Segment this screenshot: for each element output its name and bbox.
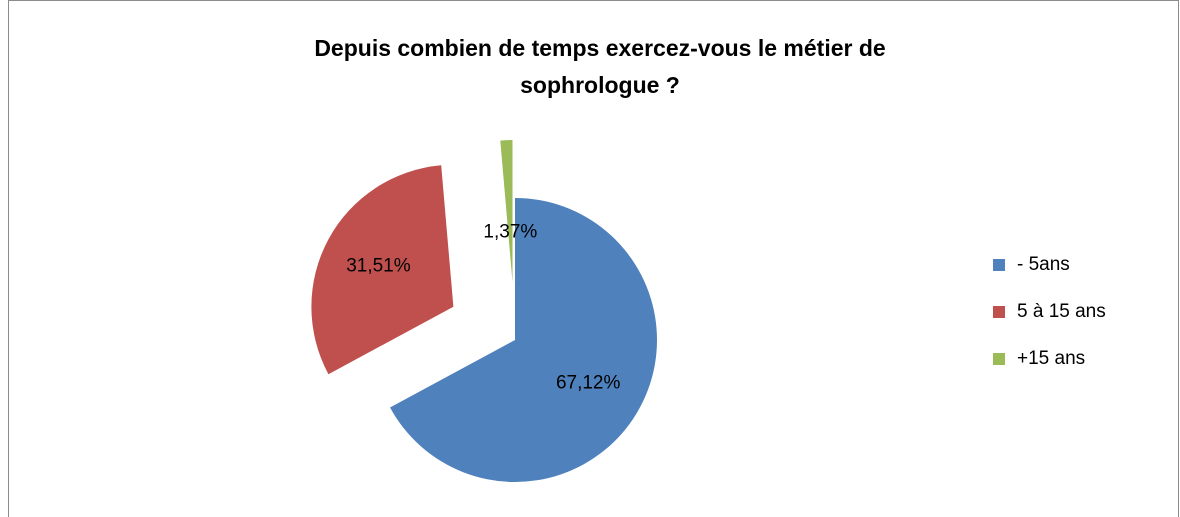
legend-label: 5 à 15 ans <box>1017 301 1106 322</box>
data-label: 31,51% <box>346 255 411 276</box>
legend-swatch <box>993 353 1005 365</box>
legend-label: - 5ans <box>1017 254 1070 275</box>
pie-slice <box>311 165 454 375</box>
legend-swatch <box>993 306 1005 318</box>
pie-slice <box>500 140 513 283</box>
legend-swatch <box>993 259 1005 271</box>
data-label: 67,12% <box>556 373 621 394</box>
chart-border <box>8 0 1179 517</box>
chart-title: Depuis combien de temps exercez-vous le … <box>314 35 886 98</box>
legend-label: +15 ans <box>1017 348 1085 369</box>
pie-slice <box>390 198 657 482</box>
data-label: 1,37% <box>483 221 537 242</box>
